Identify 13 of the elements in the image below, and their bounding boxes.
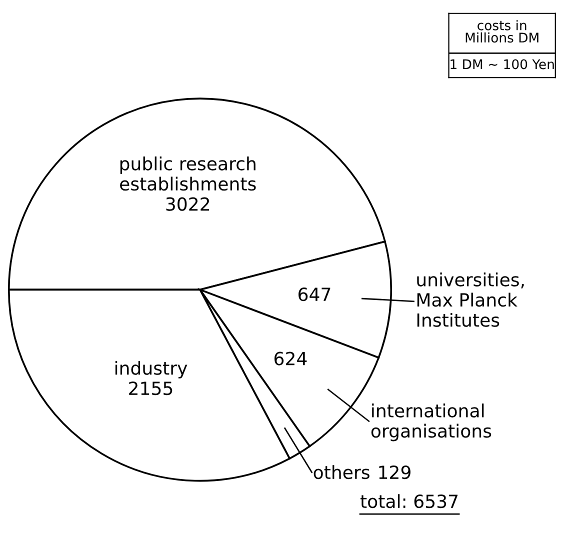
slice-label: public research establishments bbox=[120, 156, 256, 191]
data-label: 2155 bbox=[129, 381, 172, 396]
text: 1 DM ~ 100 Yen bbox=[450, 59, 554, 70]
data-label: 129 bbox=[379, 465, 410, 480]
data-label: 647 bbox=[298, 288, 330, 302]
text: costs in Millions DM bbox=[466, 20, 538, 43]
data-label: 624 bbox=[274, 352, 307, 366]
slice-label: others bbox=[314, 465, 370, 480]
slice-label: universities, Max Planck Institutes bbox=[417, 272, 524, 327]
text: total: 6537 bbox=[360, 494, 458, 508]
data-label: 3022 bbox=[166, 197, 210, 211]
slice-label: industry bbox=[115, 360, 188, 378]
slice-label: international organisations bbox=[371, 404, 492, 442]
